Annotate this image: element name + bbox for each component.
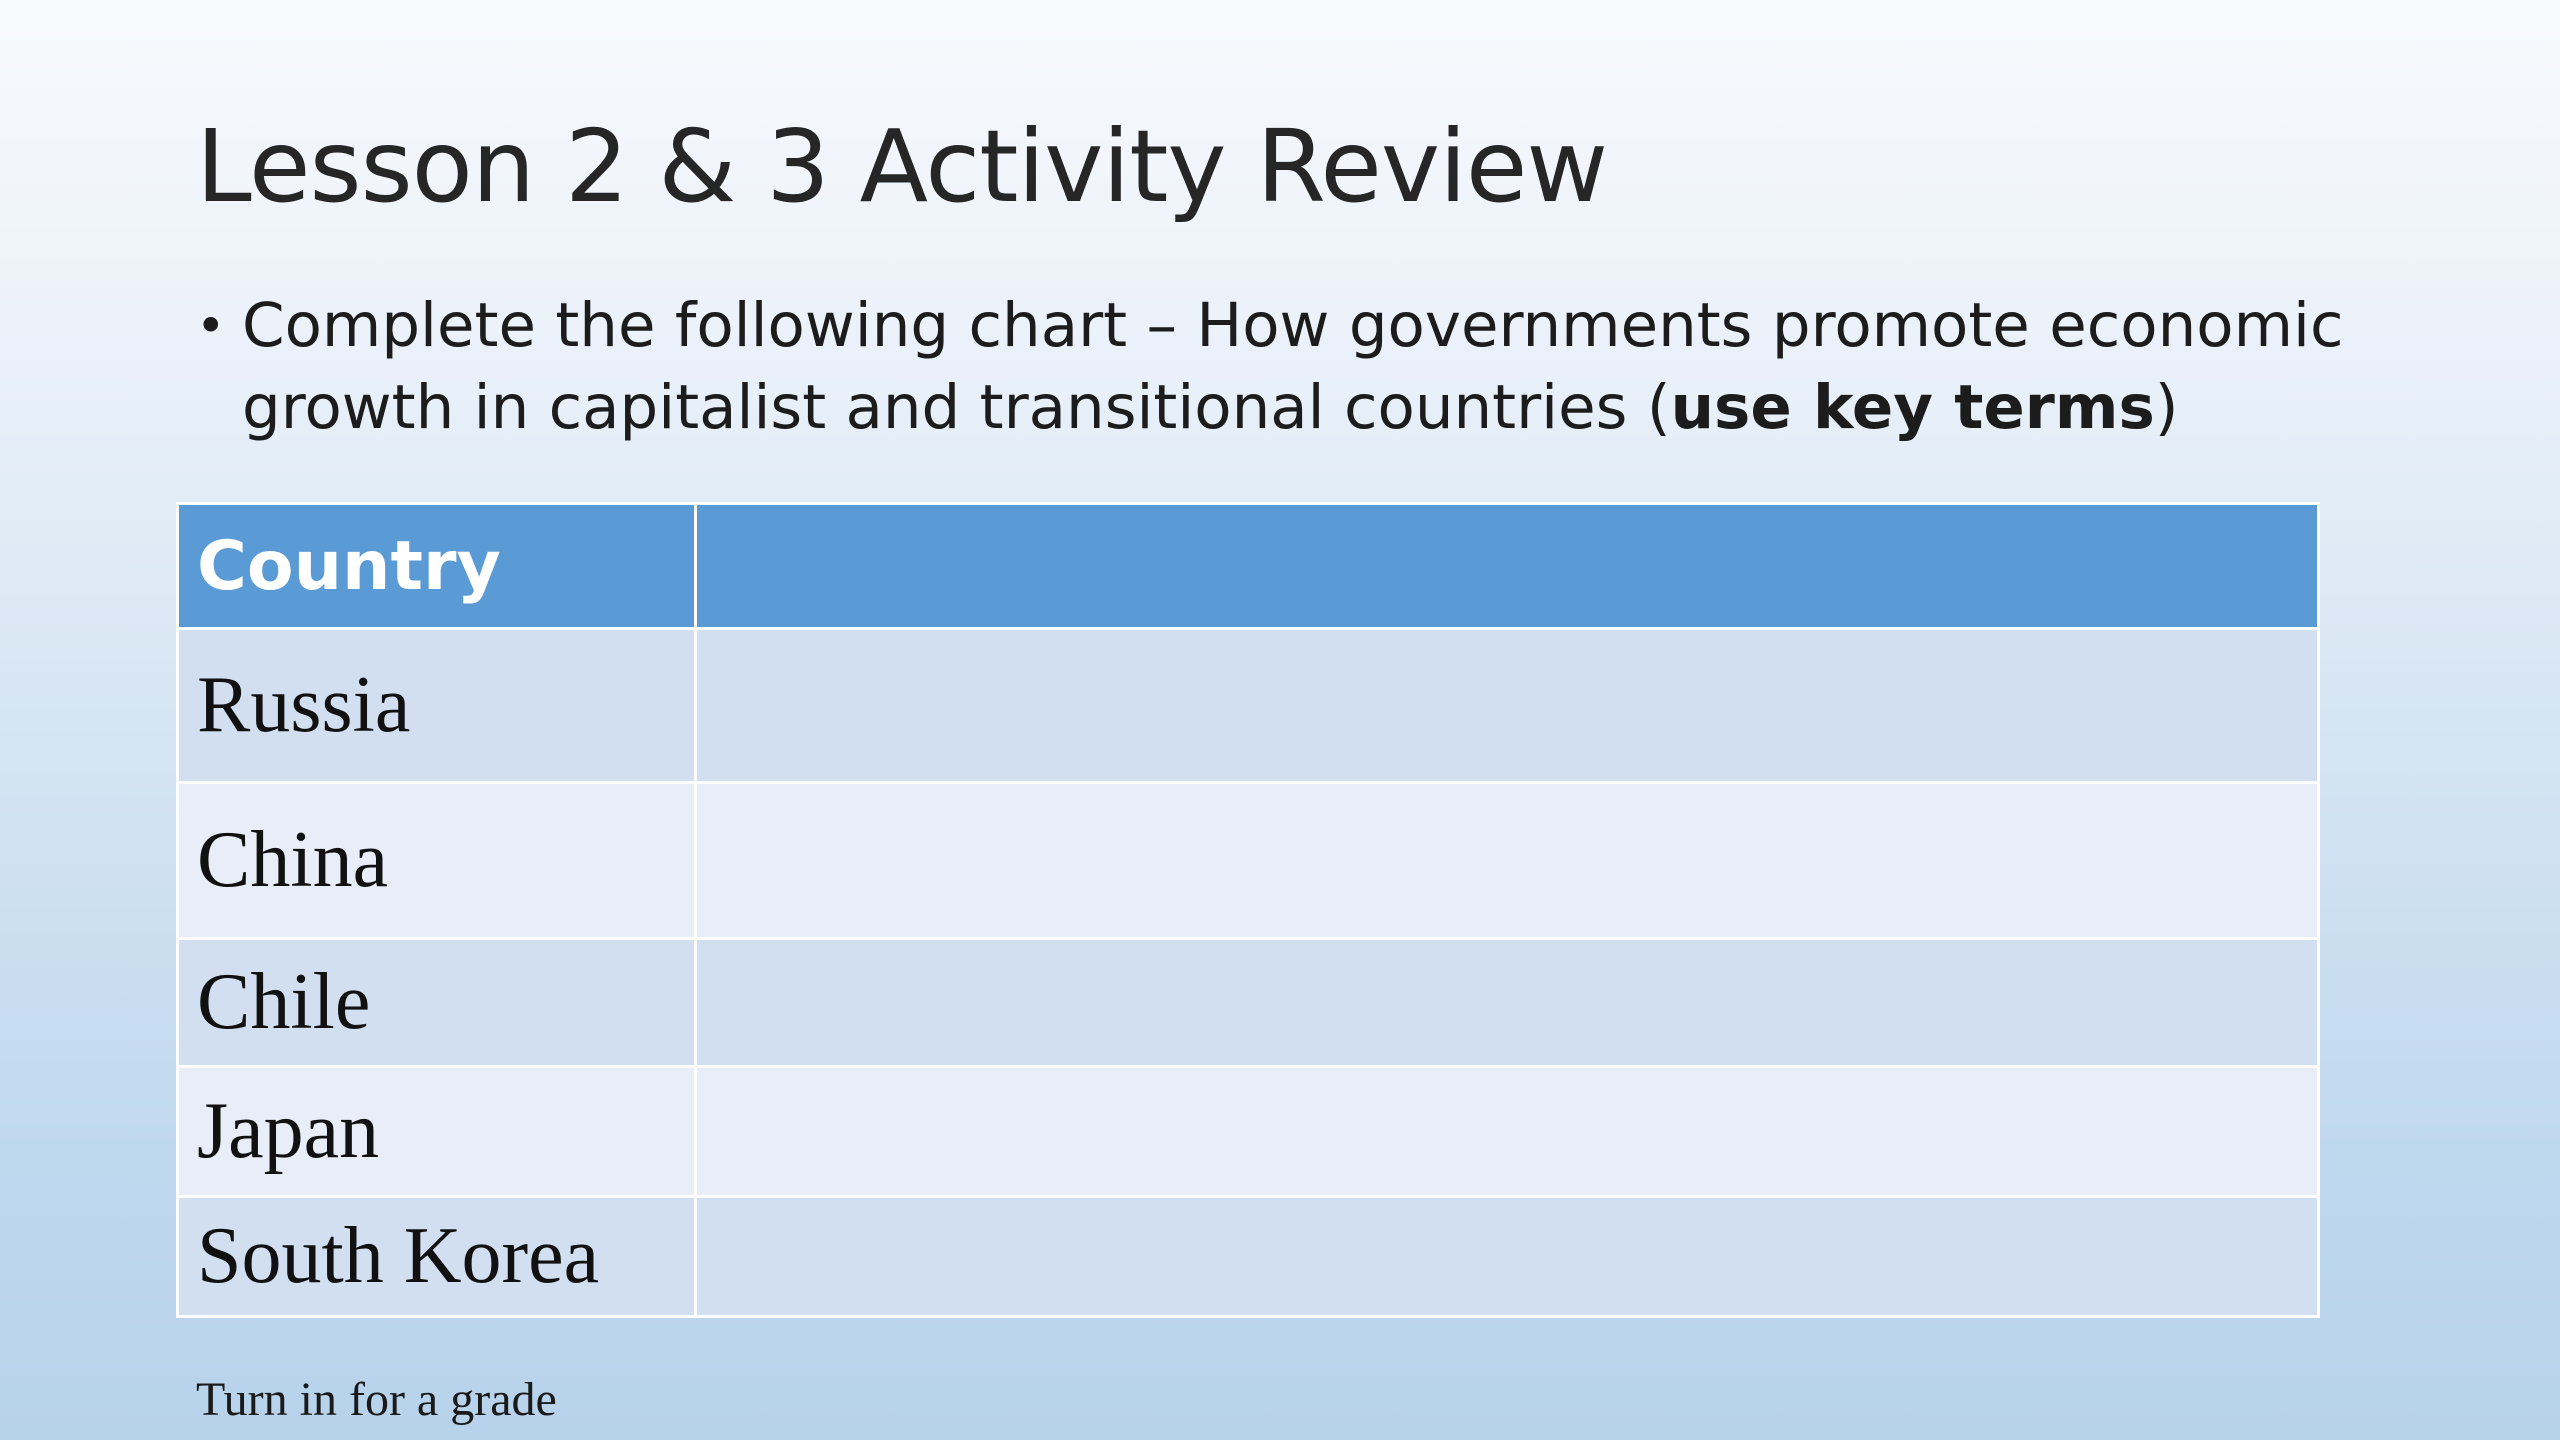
table-header-row: Country xyxy=(176,502,2320,630)
bullet-line-2-prefix: growth in capitalist and transitional co… xyxy=(242,372,1671,443)
bullet-item: • Complete the following chart – How gov… xyxy=(196,285,2386,449)
country-cell: China xyxy=(176,781,697,940)
country-chart-table: Country Russia China Chile Japan So xyxy=(176,502,2320,1318)
answer-cell[interactable] xyxy=(694,781,2320,940)
bullet-line-1: Complete the following chart – How gover… xyxy=(242,290,2344,361)
header-answer xyxy=(694,502,2320,630)
slide-title: Lesson 2 & 3 Activity Review xyxy=(196,108,1608,225)
header-country: Country xyxy=(176,502,697,630)
answer-cell[interactable] xyxy=(694,627,2320,784)
table-row: South Korea xyxy=(176,1195,2320,1318)
answer-cell[interactable] xyxy=(694,1065,2320,1198)
bullet-line-2-suffix: ) xyxy=(2154,372,2179,443)
answer-cell[interactable] xyxy=(694,1195,2320,1318)
country-cell: South Korea xyxy=(176,1195,697,1318)
table-row: China xyxy=(176,781,2320,940)
table-row: Chile xyxy=(176,937,2320,1068)
country-cell: Japan xyxy=(176,1065,697,1198)
bullet-list: • Complete the following chart – How gov… xyxy=(196,285,2386,449)
bullet-key-terms: use key terms xyxy=(1670,372,2155,443)
footer-note: Turn in for a grade xyxy=(196,1373,557,1426)
answer-cell[interactable] xyxy=(694,937,2320,1068)
country-cell: Chile xyxy=(176,937,697,1068)
table-row: Japan xyxy=(176,1065,2320,1198)
table-row: Russia xyxy=(176,627,2320,784)
country-cell: Russia xyxy=(176,627,697,784)
bullet-text: Complete the following chart – How gover… xyxy=(242,285,2344,449)
bullet-dot-icon: • xyxy=(196,297,226,355)
